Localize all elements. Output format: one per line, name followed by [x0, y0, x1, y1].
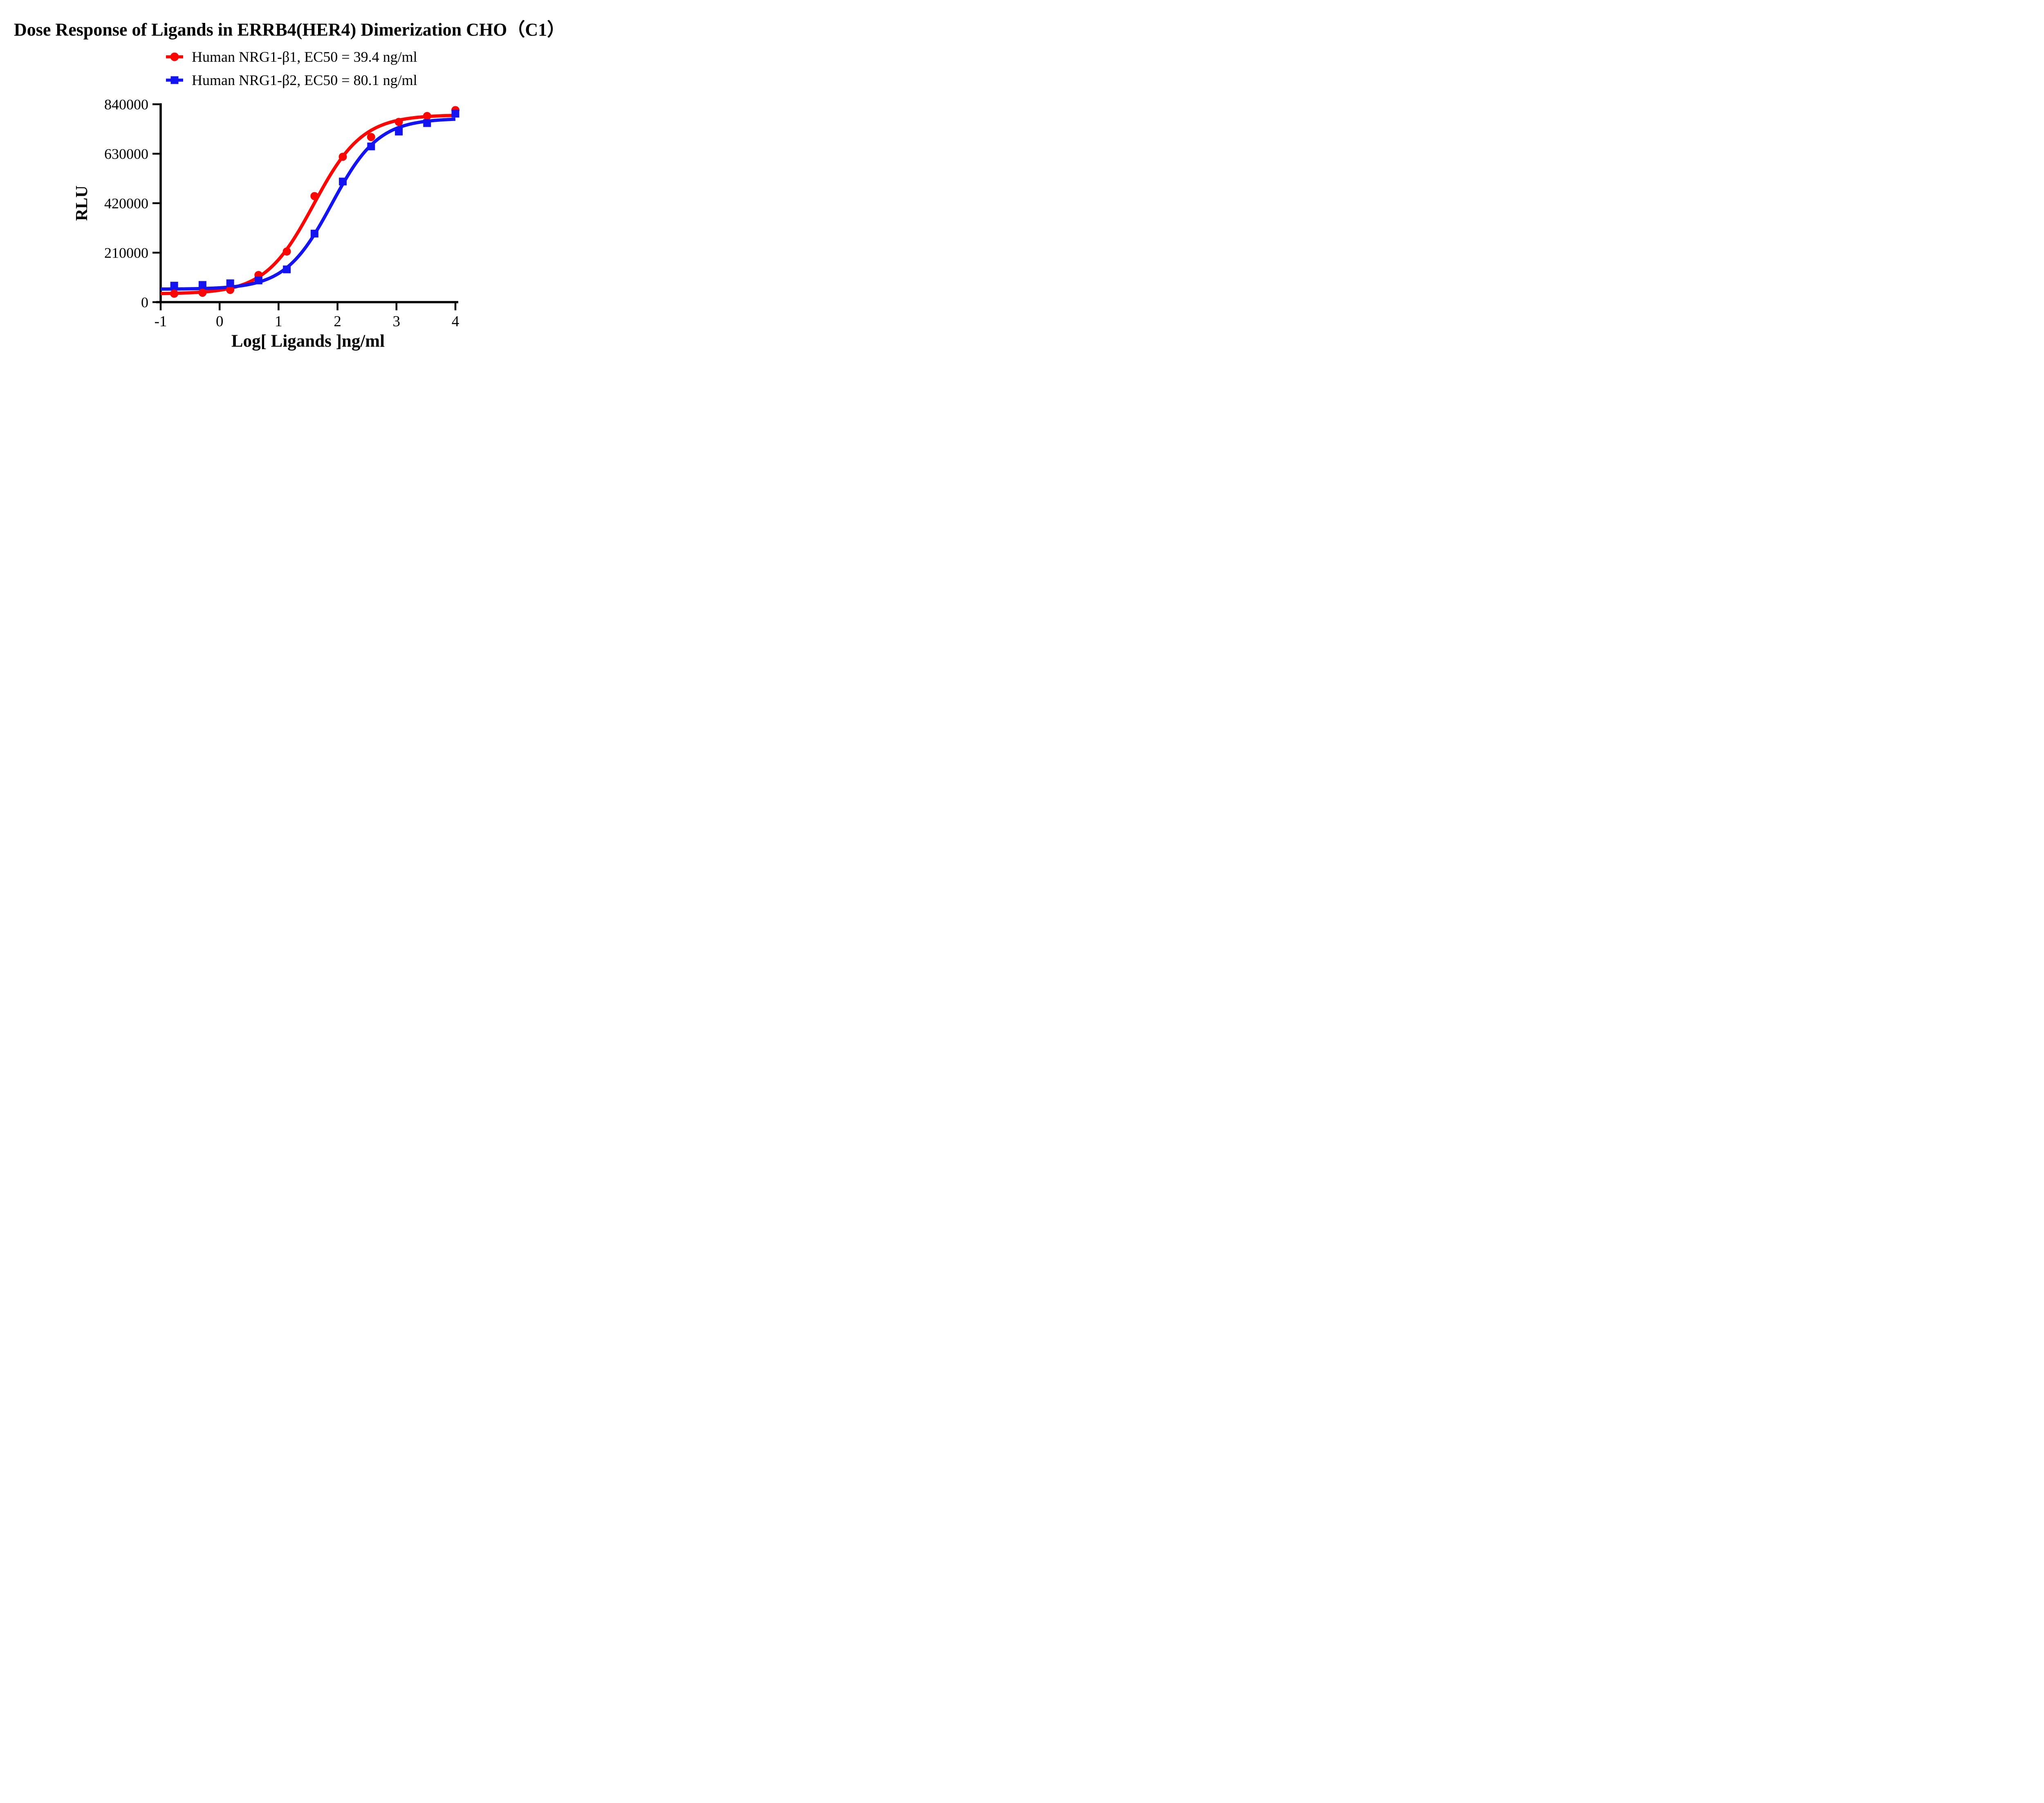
- data-point-nrg1-b1: [226, 286, 235, 294]
- y-axis-title: RLU: [72, 186, 91, 221]
- data-point-nrg1-b1: [423, 112, 431, 120]
- data-point-nrg1-b1: [394, 118, 403, 126]
- data-point-nrg1-b2: [283, 265, 291, 274]
- data-point-nrg1-b2: [395, 128, 403, 136]
- data-point-nrg1-b1: [170, 289, 179, 298]
- data-point-nrg1-b2: [170, 282, 178, 290]
- data-point-nrg1-b2: [198, 281, 206, 289]
- x-tick-label: 2: [334, 313, 341, 330]
- x-tick-label: 0: [216, 313, 224, 330]
- data-point-nrg1-b1: [198, 288, 207, 297]
- data-point-nrg1-b1: [282, 247, 291, 256]
- data-point-nrg1-b2: [423, 119, 431, 127]
- legend: Human NRG1-β1, EC50 = 39.4 ng/ml Human N…: [165, 45, 417, 92]
- data-point-nrg1-b2: [226, 279, 234, 287]
- y-tick-label: 210000: [104, 244, 148, 261]
- y-tick-label: 0: [141, 294, 148, 310]
- data-point-nrg1-b2: [367, 142, 375, 150]
- legend-label-nrg1-b1: Human NRG1-β1, EC50 = 39.4 ng/ml: [192, 48, 417, 65]
- data-point-nrg1-b2: [310, 229, 318, 238]
- data-point-nrg1-b1: [310, 192, 319, 200]
- data-point-nrg1-b2: [451, 110, 459, 118]
- x-axis-title: Log[ Ligands ]ng/ml: [231, 332, 385, 351]
- legend-item-nrg1-b1: Human NRG1-β1, EC50 = 39.4 ng/ml: [165, 45, 417, 68]
- legend-marker-square-icon: [166, 76, 183, 84]
- legend-item-nrg1-b2: Human NRG1-β2, EC50 = 80.1 ng/ml: [165, 68, 417, 92]
- square-marker-icon: [170, 76, 179, 84]
- plot-area: 0 210000 420000 630000 840000 -1 0 1 2 3 4 Log[ Lig…: [72, 96, 459, 351]
- legend-marker-circle-icon: [166, 52, 183, 61]
- fit-curve-nrg1-b2: [160, 117, 456, 291]
- x-tick-label: 3: [393, 313, 401, 330]
- x-tick-label: -1: [155, 313, 167, 330]
- x-tick-label: 4: [452, 313, 459, 330]
- data-point-nrg1-b2: [254, 276, 262, 285]
- chart-title: Dose Response of Ligands in ERRB4(HER4) …: [14, 20, 565, 40]
- y-tick-label: 840000: [104, 96, 148, 112]
- data-point-nrg1-b2: [339, 177, 347, 186]
- fit-curve-nrg1-b1: [160, 114, 456, 296]
- y-tick-label: 420000: [104, 195, 148, 211]
- circle-marker-icon: [170, 52, 179, 61]
- dose-response-figure: Dose Response of Ligands in ERRB4(HER4) …: [0, 0, 608, 361]
- x-tick-label: 1: [275, 313, 282, 330]
- y-tick-label: 630000: [104, 146, 148, 162]
- data-point-nrg1-b1: [338, 152, 347, 161]
- data-point-nrg1-b1: [367, 133, 375, 141]
- legend-label-nrg1-b2: Human NRG1-β2, EC50 = 80.1 ng/ml: [192, 72, 417, 88]
